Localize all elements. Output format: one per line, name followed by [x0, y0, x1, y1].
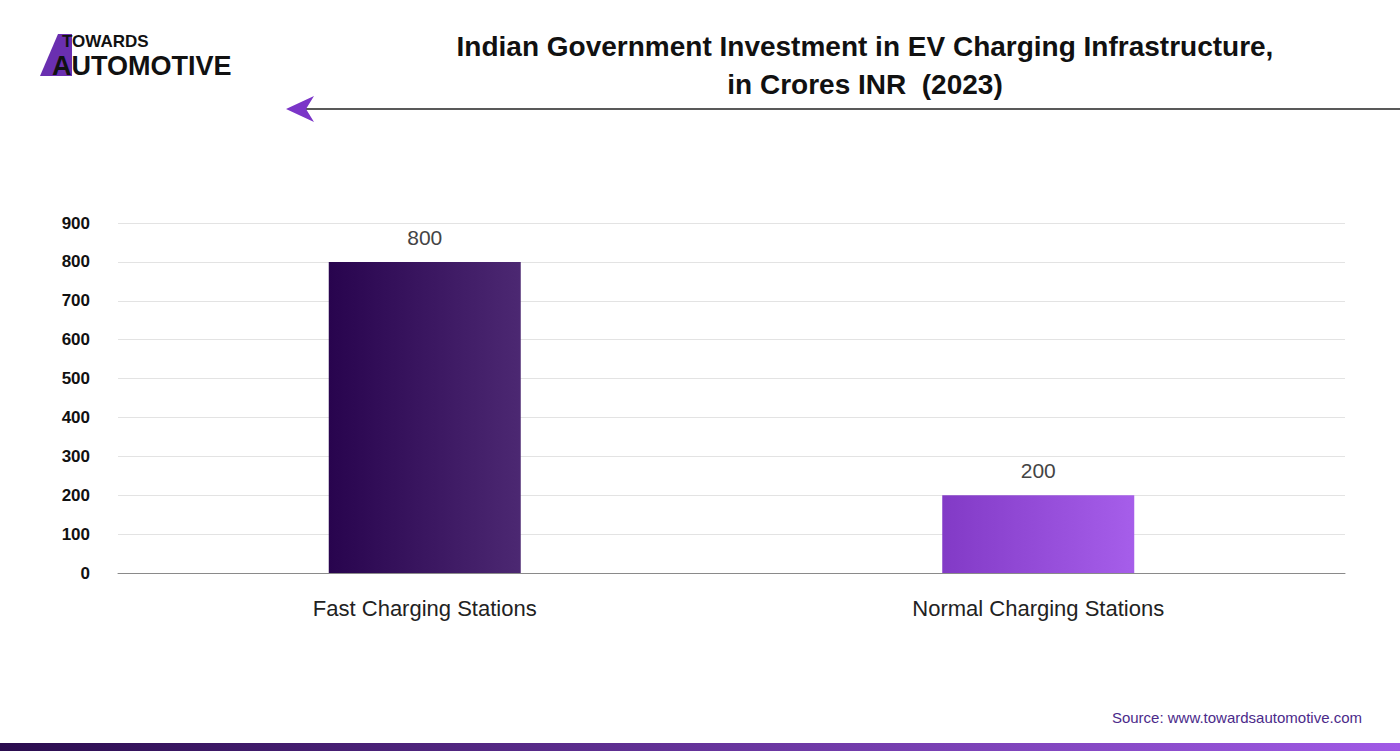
svg-text:Indian Government Investment i: Indian Government Investment in EV Charg…: [457, 31, 1274, 62]
svg-text:600: 600: [62, 330, 90, 349]
svg-text:Source: www.towardsautomotive.: Source: www.towardsautomotive.com: [1112, 709, 1362, 726]
svg-text:300: 300: [62, 447, 90, 466]
svg-text:800: 800: [62, 252, 90, 271]
svg-text:Normal Charging Stations: Normal Charging Stations: [912, 596, 1164, 621]
svg-text:TOWARDS: TOWARDS: [62, 32, 149, 51]
svg-text:900: 900: [62, 214, 90, 233]
svg-text:200: 200: [62, 486, 90, 505]
svg-text:100: 100: [62, 525, 90, 544]
svg-text:800: 800: [407, 226, 442, 249]
svg-text:Fast Charging Stations: Fast Charging Stations: [313, 596, 537, 621]
svg-text:in Crores INR (2023): in Crores INR (2023): [727, 69, 1002, 100]
svg-text:AUTOMOTIVE: AUTOMOTIVE: [52, 51, 232, 81]
svg-text:400: 400: [62, 408, 90, 427]
svg-text:200: 200: [1021, 459, 1056, 482]
svg-text:500: 500: [62, 369, 90, 388]
svg-text:700: 700: [62, 291, 90, 310]
svg-text:0: 0: [81, 564, 90, 583]
